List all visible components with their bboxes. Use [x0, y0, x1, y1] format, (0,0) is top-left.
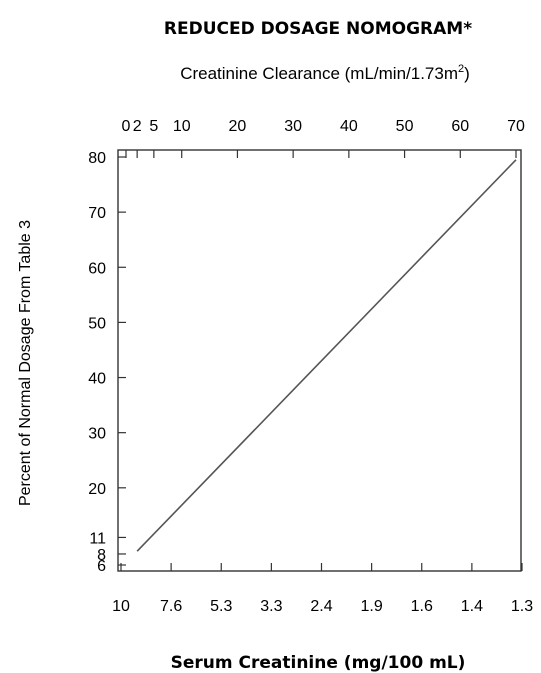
bottom-tick-label: 1.4 [461, 598, 483, 615]
series-line [136, 159, 517, 552]
top-axis-label-suffix: ) [464, 64, 470, 83]
top-axis-ticks: 0 2 5 10 20 30 40 50 60 70 [122, 118, 525, 158]
y-tick-label: 8 [97, 547, 106, 564]
top-tick-label: 40 [340, 118, 358, 135]
bottom-tick-label: 7.6 [160, 598, 182, 615]
top-tick-label: 70 [507, 118, 525, 135]
bottom-tick-label: 1.3 [511, 598, 533, 615]
bottom-tick-label: 2.4 [310, 598, 332, 615]
series-layer [136, 159, 517, 552]
y-tick-label: 80 [88, 150, 106, 167]
y-tick-label: 70 [88, 205, 106, 222]
plot-frame [117, 149, 522, 572]
bottom-tick-label: 3.3 [260, 598, 282, 615]
y-tick-label: 20 [88, 481, 106, 498]
bottom-axis-ticks: 10 7.6 5.3 3.3 2.4 1.9 1.6 1.4 1.3 [112, 563, 533, 615]
y-tick-label: 40 [88, 371, 106, 388]
top-axis-label: Creatinine Clearance (mL/min/1.73m2) [180, 63, 470, 83]
top-tick-label: 0 [122, 118, 131, 135]
bottom-tick-label: 5.3 [210, 598, 232, 615]
y-tick-label: 11 [89, 530, 106, 547]
y-tick-label: 50 [88, 315, 106, 332]
bottom-axis-label: Serum Creatinine (mg/100 mL) [171, 653, 466, 673]
bottom-tick-label: 1.9 [361, 598, 383, 615]
top-tick-label: 20 [229, 118, 247, 135]
top-tick-label: 50 [396, 118, 414, 135]
top-axis-label-prefix: Creatinine Clearance (mL/min/1.73m [180, 64, 458, 83]
top-tick-label: 2 [133, 118, 142, 135]
y-tick-label: 60 [88, 260, 106, 277]
bottom-tick-label: 10 [112, 598, 130, 615]
top-tick-label: 30 [284, 118, 302, 135]
bottom-tick-label: 1.6 [411, 598, 433, 615]
y-tick-label: 30 [88, 426, 106, 443]
chart-title: REDUCED DOSAGE NOMOGRAM* [164, 19, 472, 39]
top-tick-label: 10 [173, 118, 191, 135]
y-tick-label: 6 [97, 558, 106, 575]
top-axis-label-sup: 2 [458, 63, 464, 75]
top-tick-label: 60 [451, 118, 469, 135]
y-axis-label: Percent of Normal Dosage From Table 3 [17, 220, 34, 506]
top-tick-label: 5 [149, 118, 158, 135]
